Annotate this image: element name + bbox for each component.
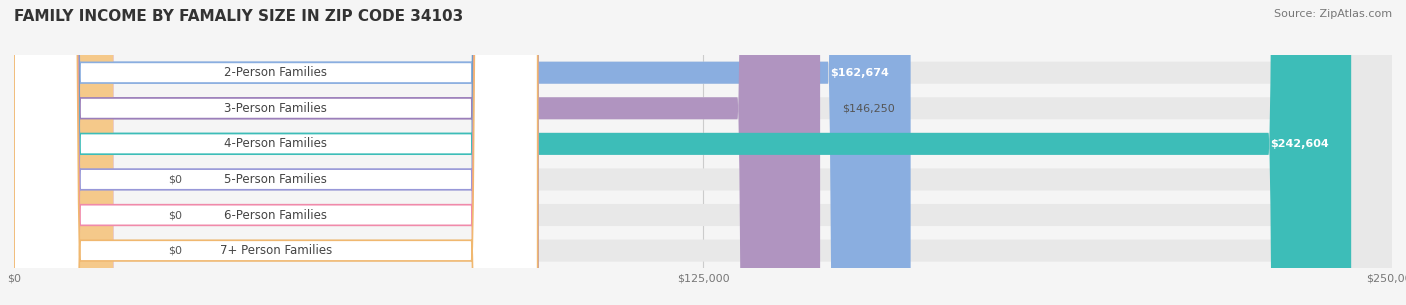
FancyBboxPatch shape	[14, 0, 114, 305]
Text: $146,250: $146,250	[842, 103, 894, 113]
Text: $162,674: $162,674	[830, 68, 889, 78]
Text: $0: $0	[169, 210, 183, 220]
FancyBboxPatch shape	[14, 0, 1392, 305]
FancyBboxPatch shape	[14, 0, 537, 305]
Text: 2-Person Families: 2-Person Families	[225, 66, 328, 79]
FancyBboxPatch shape	[14, 0, 1392, 305]
FancyBboxPatch shape	[14, 0, 911, 305]
FancyBboxPatch shape	[14, 0, 820, 305]
FancyBboxPatch shape	[14, 0, 537, 305]
FancyBboxPatch shape	[14, 0, 537, 305]
Text: $0: $0	[169, 174, 183, 185]
FancyBboxPatch shape	[14, 0, 114, 305]
Text: $242,604: $242,604	[1271, 139, 1329, 149]
Text: Source: ZipAtlas.com: Source: ZipAtlas.com	[1274, 9, 1392, 19]
Text: FAMILY INCOME BY FAMALIY SIZE IN ZIP CODE 34103: FAMILY INCOME BY FAMALIY SIZE IN ZIP COD…	[14, 9, 464, 24]
FancyBboxPatch shape	[14, 0, 114, 305]
FancyBboxPatch shape	[14, 0, 1392, 305]
Text: 3-Person Families: 3-Person Families	[225, 102, 328, 115]
Text: 4-Person Families: 4-Person Families	[225, 137, 328, 150]
Text: 5-Person Families: 5-Person Families	[225, 173, 328, 186]
Text: $0: $0	[169, 246, 183, 256]
FancyBboxPatch shape	[14, 0, 537, 305]
FancyBboxPatch shape	[14, 0, 1351, 305]
FancyBboxPatch shape	[14, 0, 1392, 305]
FancyBboxPatch shape	[14, 0, 537, 305]
FancyBboxPatch shape	[14, 0, 1392, 305]
FancyBboxPatch shape	[14, 0, 537, 305]
FancyBboxPatch shape	[14, 0, 1392, 305]
Text: 7+ Person Families: 7+ Person Families	[219, 244, 332, 257]
Text: 6-Person Families: 6-Person Families	[225, 209, 328, 221]
